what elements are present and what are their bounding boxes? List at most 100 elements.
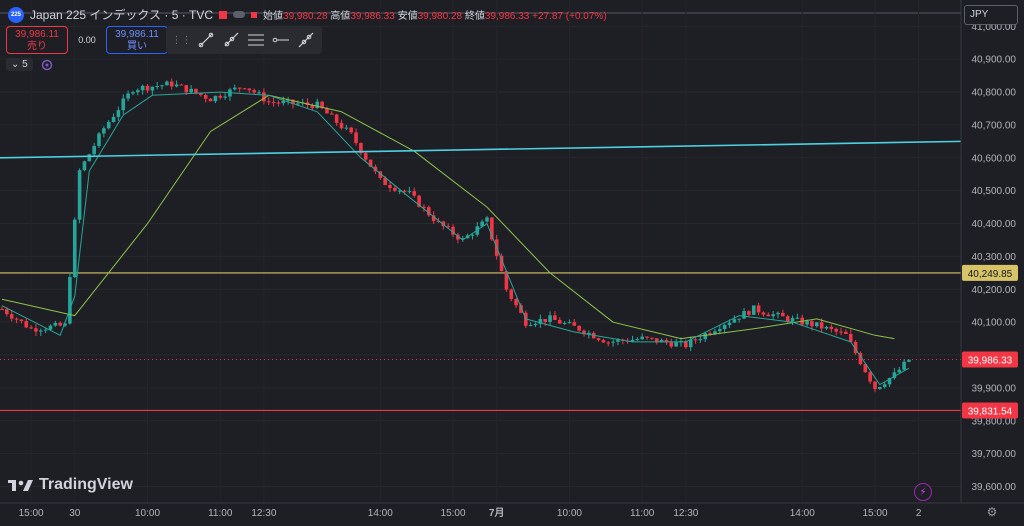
candle (48, 325, 53, 330)
candle (276, 102, 281, 104)
symbol-logo-icon: 225 (8, 6, 24, 23)
last-price-tag (962, 351, 1018, 368)
x-axis[interactable]: 15:00 30 10:00 11:00 12:30 14:00 15:00 7月 10:00 1… (19, 507, 922, 519)
candle (601, 340, 606, 343)
horizontal-ray-icon[interactable] (270, 30, 292, 50)
candle (829, 326, 834, 329)
zap-icon[interactable]: ⚡ (914, 483, 932, 501)
price-tags: 40,249.85 39,831.54 39,986.33 (962, 264, 1018, 419)
x-tick-label: 7月 (489, 507, 505, 519)
candle (155, 85, 159, 87)
candle (344, 127, 349, 129)
candle (169, 81, 174, 87)
interval-bar: ⌄ 5 (6, 58, 53, 71)
x-tick-label: 2 (916, 508, 922, 519)
indicator-settings-icon[interactable] (41, 59, 53, 71)
candle (824, 326, 829, 329)
sell-label: 売り (27, 41, 47, 52)
candle (194, 88, 198, 94)
last-price-label: 39,986.33 (968, 356, 1013, 367)
candle (756, 305, 761, 313)
extended-line-icon[interactable] (295, 30, 317, 50)
candle (320, 101, 324, 109)
candle (460, 238, 465, 240)
interval-toggle[interactable]: ⌄ 5 (6, 58, 33, 71)
candle (844, 331, 848, 334)
buy-label: 買い (127, 41, 147, 52)
y-tick-label: 40,700.00 (972, 120, 1017, 131)
candle (761, 312, 766, 315)
candle (19, 319, 24, 322)
candle (262, 92, 266, 102)
y-tick-label: 40,800.00 (972, 88, 1017, 99)
candle (121, 98, 126, 111)
y-tick-label: 41,000.00 (972, 22, 1017, 33)
candle (397, 190, 402, 192)
sell-button[interactable]: 39,986.11 売り (6, 26, 68, 54)
x-tick-label: 11:00 (630, 508, 655, 519)
candle (5, 309, 9, 315)
candle (378, 171, 383, 178)
legend-toggle-icon[interactable] (233, 11, 246, 18)
candle (456, 234, 460, 240)
slow-moving-average (1, 94, 895, 340)
candle (451, 226, 455, 235)
candle (199, 93, 203, 96)
candle (790, 318, 795, 322)
x-tick-label: 12:30 (673, 508, 698, 519)
candle (43, 329, 48, 331)
candle (878, 386, 882, 390)
x-tick-label: 12:30 (251, 508, 276, 519)
candle (359, 143, 363, 154)
candle (97, 133, 101, 146)
candle (490, 217, 494, 240)
candle (417, 195, 421, 207)
candle (669, 342, 674, 347)
ray-icon[interactable] (220, 30, 242, 50)
candle (368, 159, 373, 167)
candle (606, 342, 611, 344)
candle (150, 86, 155, 91)
buy-button[interactable]: 39,986.11 買い (106, 26, 168, 54)
candle (577, 325, 581, 331)
candle (654, 338, 659, 343)
parallel-channel-icon[interactable] (245, 30, 267, 50)
symbol-name[interactable]: Japan 225 インデックス · 5 · TVC (30, 8, 214, 22)
candle (887, 377, 892, 385)
candle (126, 93, 130, 99)
candle (766, 314, 771, 317)
drawing-toolbar: ⋮⋮ (166, 26, 322, 54)
y-tick-label: 40,900.00 (972, 55, 1017, 66)
candle (427, 207, 431, 216)
candle (339, 122, 344, 129)
candle (819, 322, 824, 329)
candle (713, 331, 717, 335)
candle (664, 339, 669, 343)
x-tick-label: 14:00 (790, 508, 815, 519)
candle (718, 329, 722, 332)
price-scale[interactable] (961, 0, 1024, 503)
candle (902, 361, 906, 370)
plot-area[interactable] (0, 0, 961, 503)
candle (548, 315, 552, 322)
candle (330, 113, 334, 115)
candle (747, 311, 751, 315)
candles (0, 78, 911, 393)
high-label: 高値 (330, 11, 351, 22)
red-price-tag (962, 402, 1018, 419)
candle (509, 289, 514, 299)
candle (834, 328, 838, 332)
currency-button[interactable]: JPY (964, 5, 1018, 25)
open-label: 始値 (263, 11, 284, 22)
candle (543, 318, 547, 322)
candle (742, 311, 746, 319)
drag-handle-icon[interactable]: ⋮⋮ (171, 34, 192, 46)
settings-icon[interactable]: ⚙ (986, 505, 998, 519)
candle (441, 221, 446, 227)
tradingview-logo[interactable]: TradingView (8, 476, 133, 494)
candle (863, 364, 868, 373)
spread-value: 0.00 (78, 35, 96, 45)
trend-line-icon[interactable] (195, 30, 217, 50)
